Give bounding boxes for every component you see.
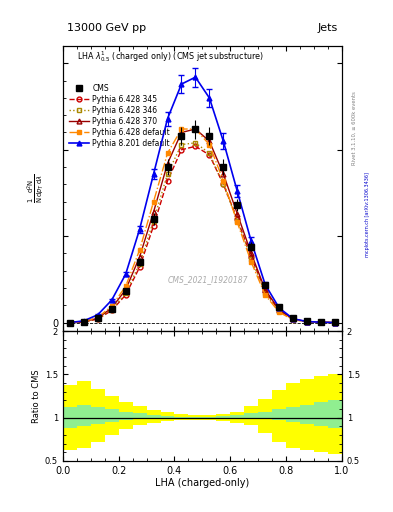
X-axis label: LHA (charged-only): LHA (charged-only) bbox=[155, 478, 250, 488]
Text: Rivet 3.1.10, ≥ 600k events: Rivet 3.1.10, ≥ 600k events bbox=[352, 91, 357, 165]
Text: 13000 GeV pp: 13000 GeV pp bbox=[67, 23, 146, 33]
Legend: CMS, Pythia 6.428 345, Pythia 6.428 346, Pythia 6.428 370, Pythia 6.428 default,: CMS, Pythia 6.428 345, Pythia 6.428 346,… bbox=[70, 84, 170, 147]
Text: CMS_2021_I1920187: CMS_2021_I1920187 bbox=[168, 275, 248, 284]
Text: LHA $\lambda^{1}_{0.5}$ (charged only) (CMS jet substructure): LHA $\lambda^{1}_{0.5}$ (charged only) (… bbox=[77, 49, 264, 64]
Y-axis label: Ratio to CMS: Ratio to CMS bbox=[32, 369, 41, 423]
Y-axis label: $\frac{1}{\mathrm{N}}\frac{\mathrm{d}^2\mathrm{N}}{\mathrm{d}p_T\,\mathrm{d}\lam: $\frac{1}{\mathrm{N}}\frac{\mathrm{d}^2\… bbox=[26, 174, 46, 203]
Text: Jets: Jets bbox=[318, 23, 338, 33]
Text: mcplots.cern.ch [arXiv:1306.3436]: mcplots.cern.ch [arXiv:1306.3436] bbox=[365, 173, 371, 258]
